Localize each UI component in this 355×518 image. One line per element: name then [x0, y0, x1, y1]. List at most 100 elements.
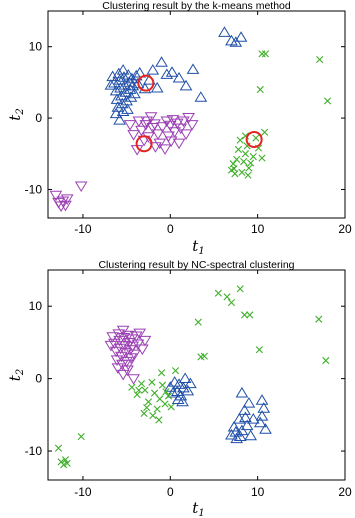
triangle-up-marker — [150, 81, 164, 93]
x-marker — [261, 128, 269, 136]
x-marker — [227, 298, 236, 307]
triangle-down-marker — [156, 122, 169, 133]
x-marker — [153, 405, 161, 413]
triangle-down-marker — [115, 351, 128, 363]
x-marker — [236, 285, 244, 293]
x-tick-label: 20 — [338, 485, 352, 499]
triangle-up-marker — [116, 105, 130, 117]
x-tick-label: 0 — [167, 485, 174, 499]
triangle-down-marker — [182, 112, 195, 124]
data-markers — [49, 26, 332, 213]
triangle-down-marker — [74, 181, 88, 193]
x-marker — [233, 155, 241, 164]
x-marker — [240, 158, 248, 166]
kmeans-scatter-plot: Clustering result by the k-means method -… — [6, 0, 352, 257]
x-marker — [247, 159, 255, 167]
x-tick-label: 10 — [251, 485, 265, 499]
triangle-up-marker — [155, 56, 168, 67]
triangle-up-marker — [186, 63, 200, 74]
x-marker — [158, 381, 167, 389]
triangle-down-marker — [140, 116, 154, 128]
triangle-down-marker — [172, 138, 186, 150]
x-marker — [164, 392, 173, 400]
triangle-up-marker — [234, 31, 248, 42]
triangle-down-marker — [168, 127, 182, 138]
triangle-down-marker — [127, 130, 140, 141]
triangle-up-marker — [255, 394, 269, 405]
x-marker — [135, 386, 143, 394]
y-axis-label: t2 — [6, 369, 26, 381]
spectral-scatter-plot: Clustering result by NC-spectral cluster… — [6, 259, 352, 518]
x-marker — [323, 97, 332, 105]
triangle-up-marker — [168, 376, 182, 387]
triangle-down-marker — [60, 194, 74, 205]
triangle-up-marker — [178, 372, 192, 384]
triangle-down-marker — [104, 340, 118, 352]
x-marker — [140, 409, 148, 417]
spectral-chart-panel: Clustering result by NC-spectral cluster… — [0, 259, 355, 518]
x-tick-label: -10 — [74, 222, 92, 236]
y-tick-label: 0 — [35, 111, 42, 125]
triangle-down-marker — [151, 129, 165, 140]
x-marker — [241, 150, 250, 158]
triangle-up-marker — [129, 69, 143, 81]
triangle-up-marker — [113, 114, 126, 125]
triangle-up-marker — [163, 381, 177, 392]
triangle-up-marker — [166, 386, 180, 398]
triangle-up-marker — [229, 426, 243, 437]
triangle-up-marker — [253, 416, 267, 428]
x-tick-label: 0 — [167, 222, 174, 236]
x-tick-label: -10 — [74, 485, 92, 499]
triangle-down-marker — [149, 142, 162, 153]
centroid-circle-marker — [135, 135, 153, 153]
triangle-up-marker — [128, 87, 141, 99]
x-marker — [157, 369, 166, 377]
triangle-up-marker — [133, 66, 147, 78]
x-marker — [315, 315, 323, 323]
triangle-down-marker — [111, 363, 125, 374]
triangle-down-marker — [106, 332, 119, 343]
triangle-down-marker — [179, 129, 193, 140]
y-tick-label: -10 — [25, 182, 43, 196]
y-tick-label: -10 — [25, 444, 43, 458]
triangle-down-marker — [54, 201, 68, 213]
triangle-down-marker — [133, 328, 147, 340]
triangle-up-marker — [239, 411, 252, 423]
triangle-up-marker — [244, 429, 258, 441]
triangle-down-marker — [135, 125, 148, 137]
triangle-up-marker — [112, 67, 126, 79]
x-marker — [223, 293, 231, 301]
x-marker — [167, 403, 175, 411]
y-tick-label: 10 — [29, 299, 43, 313]
x-marker — [54, 444, 63, 452]
triangle-up-marker — [255, 410, 269, 421]
triangle-up-marker — [194, 91, 208, 102]
x-marker — [236, 136, 244, 144]
x-marker — [149, 411, 157, 420]
x-marker — [258, 154, 266, 162]
triangle-up-marker — [176, 395, 189, 407]
kmeans-chart-panel: Clustering result by the k-means method -… — [6, 0, 352, 257]
x-marker — [77, 432, 85, 441]
triangle-up-marker — [246, 413, 260, 424]
triangle-down-marker — [153, 138, 167, 150]
triangle-up-marker — [124, 91, 138, 102]
triangle-up-marker — [108, 76, 121, 88]
triangle-up-marker — [225, 428, 238, 440]
triangle-down-marker — [166, 115, 180, 126]
x-marker — [63, 459, 71, 467]
triangle-down-marker — [174, 123, 188, 135]
triangle-up-marker — [184, 377, 197, 389]
triangle-down-marker — [128, 349, 141, 361]
x-marker — [148, 378, 156, 386]
triangle-down-marker — [123, 120, 137, 131]
x-marker — [243, 142, 251, 150]
y-axis-label: t2 — [6, 108, 26, 120]
x-marker — [240, 311, 249, 319]
triangle-down-marker — [158, 144, 172, 155]
x-axis-label: t1 — [192, 499, 204, 518]
triangle-up-marker — [165, 66, 179, 77]
triangle-up-marker — [179, 79, 193, 91]
triangle-down-marker — [116, 369, 130, 381]
x-marker — [161, 400, 169, 408]
